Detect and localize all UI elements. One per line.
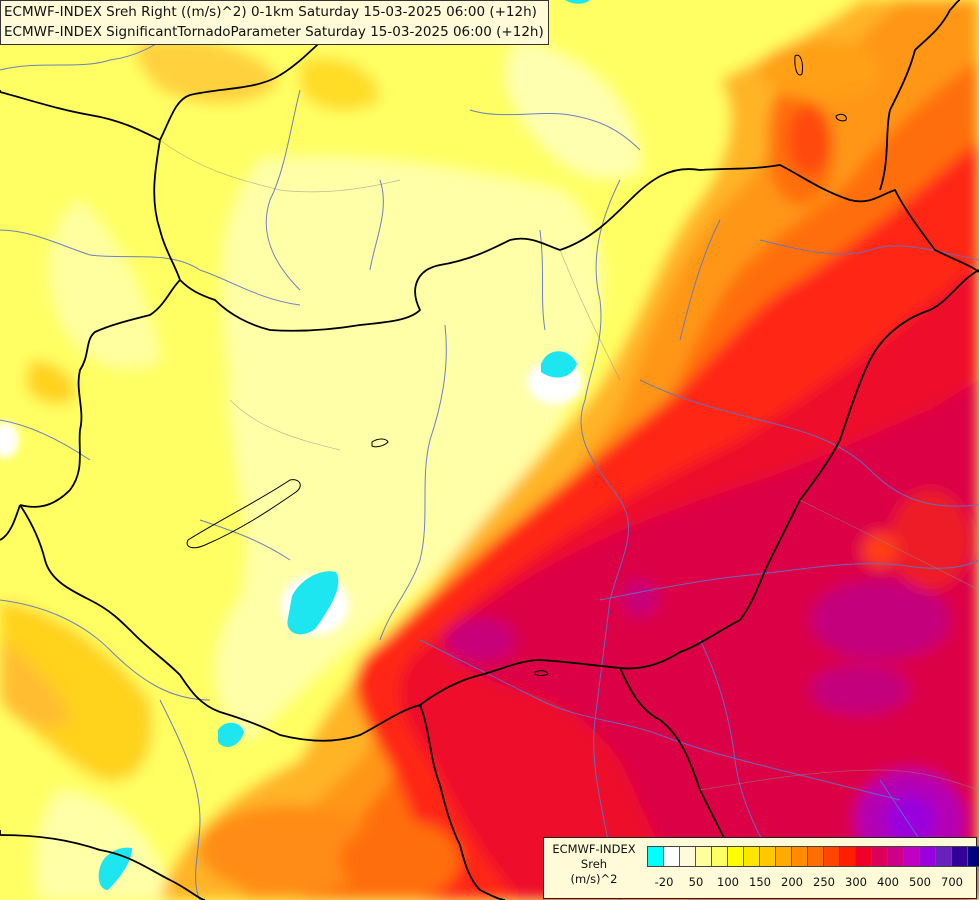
legend-swatch [696, 847, 712, 866]
legend-swatch [936, 847, 952, 866]
color-legend: ECMWF-INDEX Sreh (m/s)^2 -20 50 100 150 200 2… [543, 837, 979, 899]
cyan-patches [98, 0, 590, 890]
legend-swatch [920, 847, 936, 866]
legend-swatch [952, 847, 968, 866]
legend-swatch [760, 847, 776, 866]
lakes [186, 54, 847, 676]
legend-swatch [648, 847, 664, 866]
legend-swatch [888, 847, 904, 866]
legend-title-variable: Sreh [580, 857, 608, 871]
legend-title: ECMWF-INDEX Sreh (m/s)^2 [546, 842, 642, 887]
legend-tick-label: 250 [813, 875, 835, 889]
legend-swatch [856, 847, 872, 866]
legend-tick-label: 300 [845, 875, 867, 889]
legend-swatch [792, 847, 808, 866]
legend-tick-label: 400 [877, 875, 899, 889]
legend-swatch [680, 847, 696, 866]
legend-tick-label: 500 [909, 875, 931, 889]
legend-tick-label: 50 [688, 875, 704, 889]
map-title-box: ECMWF-INDEX Sreh Right ((m/s)^2) 0-1km S… [0, 0, 549, 45]
legend-color-bar [647, 846, 979, 867]
map-title-line-1: ECMWF-INDEX Sreh Right ((m/s)^2) 0-1km S… [4, 4, 537, 20]
legend-tick-label: -20 [654, 875, 674, 889]
legend-swatch [904, 847, 920, 866]
region-borders [159, 139, 979, 791]
legend-swatch [840, 847, 856, 866]
legend-swatch [824, 847, 840, 866]
legend-swatch [744, 847, 760, 866]
map-title-line-2: ECMWF-INDEX SignificantTornadoParameter … [4, 24, 544, 40]
legend-title-source: ECMWF-INDEX [552, 842, 636, 856]
legend-tick-label: 200 [781, 875, 803, 889]
legend-tick-label: 100 [717, 875, 739, 889]
legend-swatch [872, 847, 888, 866]
legend-tick-label: 150 [749, 875, 771, 889]
legend-title-unit: (m/s)^2 [570, 872, 618, 886]
legend-swatch [808, 847, 824, 866]
legend-swatch [712, 847, 728, 866]
legend-swatch [728, 847, 744, 866]
legend-swatch [664, 847, 680, 866]
legend-swatch [968, 847, 979, 866]
legend-swatch [776, 847, 792, 866]
legend-tick-label: 700 [941, 875, 963, 889]
